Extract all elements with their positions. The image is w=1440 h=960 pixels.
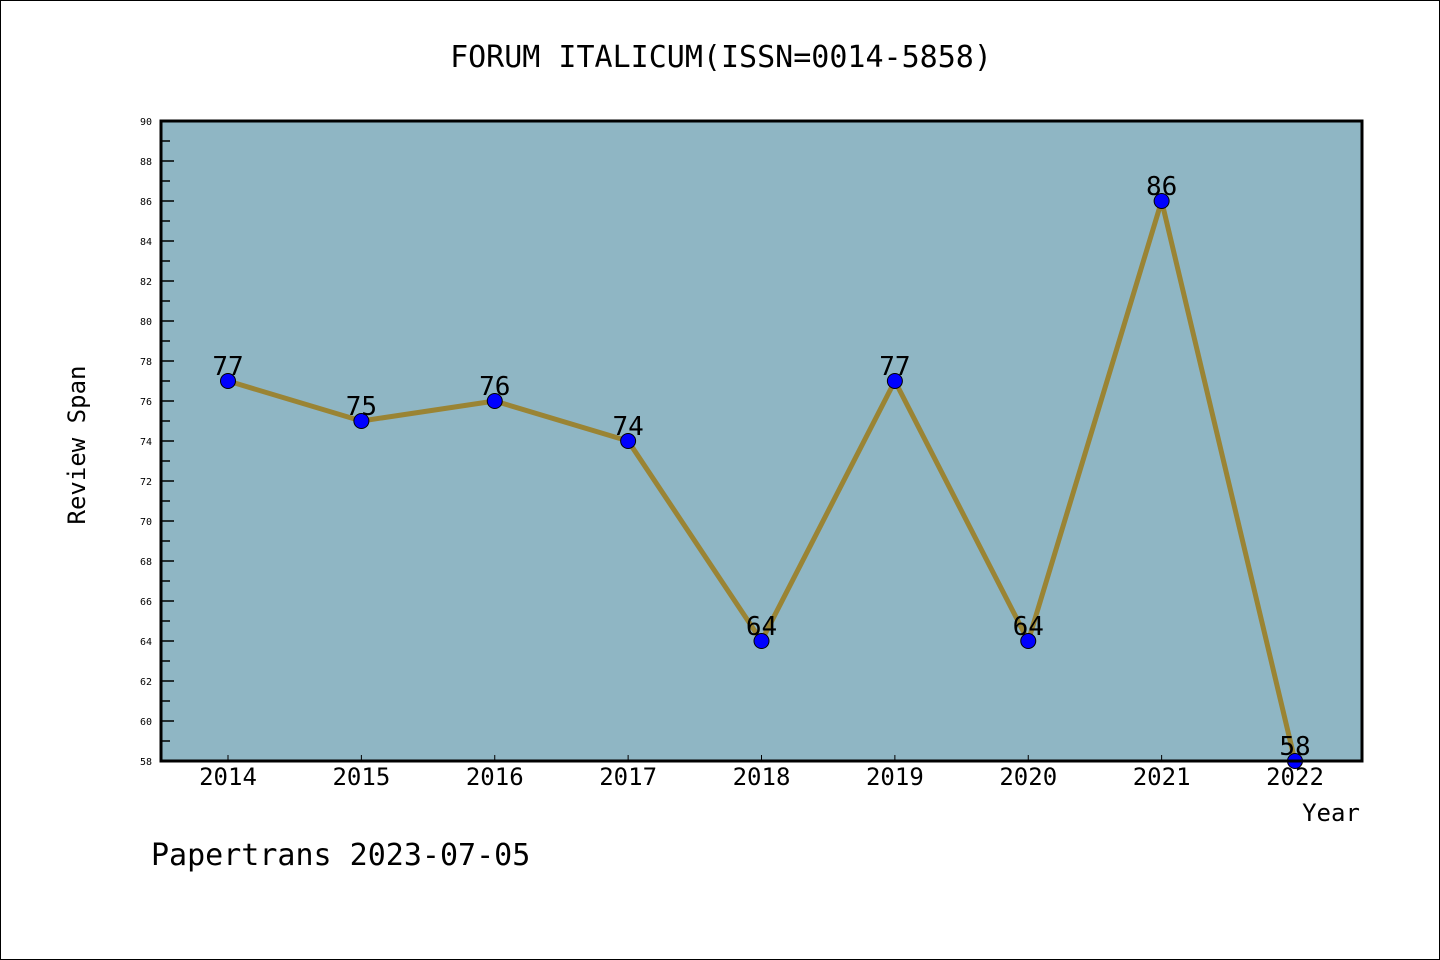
y-tick-label: 74 [140,437,152,448]
y-tick-label: 68 [140,557,152,568]
x-tick-label: 2016 [466,763,524,791]
plot-area [161,121,1362,761]
y-tick-label: 78 [140,357,152,368]
x-tick-label: 2018 [733,763,791,791]
data-label: 86 [1146,172,1177,202]
x-tick-label: 2014 [199,763,257,791]
data-label: 76 [479,372,510,402]
y-tick-label: 64 [140,637,152,648]
x-tick-label: 2017 [599,763,657,791]
data-point [220,373,236,389]
data-label: 77 [879,352,910,382]
y-tick-label: 70 [140,517,152,528]
data-label: 64 [1013,612,1044,642]
data-point [753,633,770,649]
y-tick-label: 72 [140,477,152,488]
data-point [486,393,503,409]
data-point [886,373,903,389]
data-label: 75 [346,392,377,422]
x-tick-label: 2019 [866,763,924,791]
data-point [1153,193,1170,209]
chart-title: FORUM ITALICUM(ISSN=0014-5858) [450,40,992,75]
plot-border [159,119,1364,763]
x-tick-label: 2020 [999,763,1057,791]
y-tick-label: 58 [140,757,152,768]
data-label: 64 [746,612,777,642]
data-label: 58 [1279,732,1310,762]
y-tick-label: 80 [140,317,152,328]
footer-text: Papertrans 2023-07-05 [151,838,530,873]
y-tick-label: 90 [140,117,152,128]
y-tick-label: 86 [140,197,152,208]
y-tick-label: 76 [140,397,152,408]
x-axis-label: Year [1302,799,1360,827]
data-label: 74 [612,412,643,442]
data-point [353,413,370,429]
y-tick-label: 60 [140,717,152,728]
data-label: 77 [212,352,243,382]
x-tick-label: 2021 [1133,763,1191,791]
y-tick-label: 88 [140,157,152,168]
y-axis-label: Review Span [63,366,91,525]
y-tick-label: 84 [140,237,152,248]
x-tick-label: 2015 [332,763,390,791]
y-tick-label: 66 [140,597,152,608]
y-tick-label: 62 [140,677,152,688]
data-point [1020,633,1037,649]
data-point [620,433,637,449]
y-tick-label: 82 [140,277,152,288]
